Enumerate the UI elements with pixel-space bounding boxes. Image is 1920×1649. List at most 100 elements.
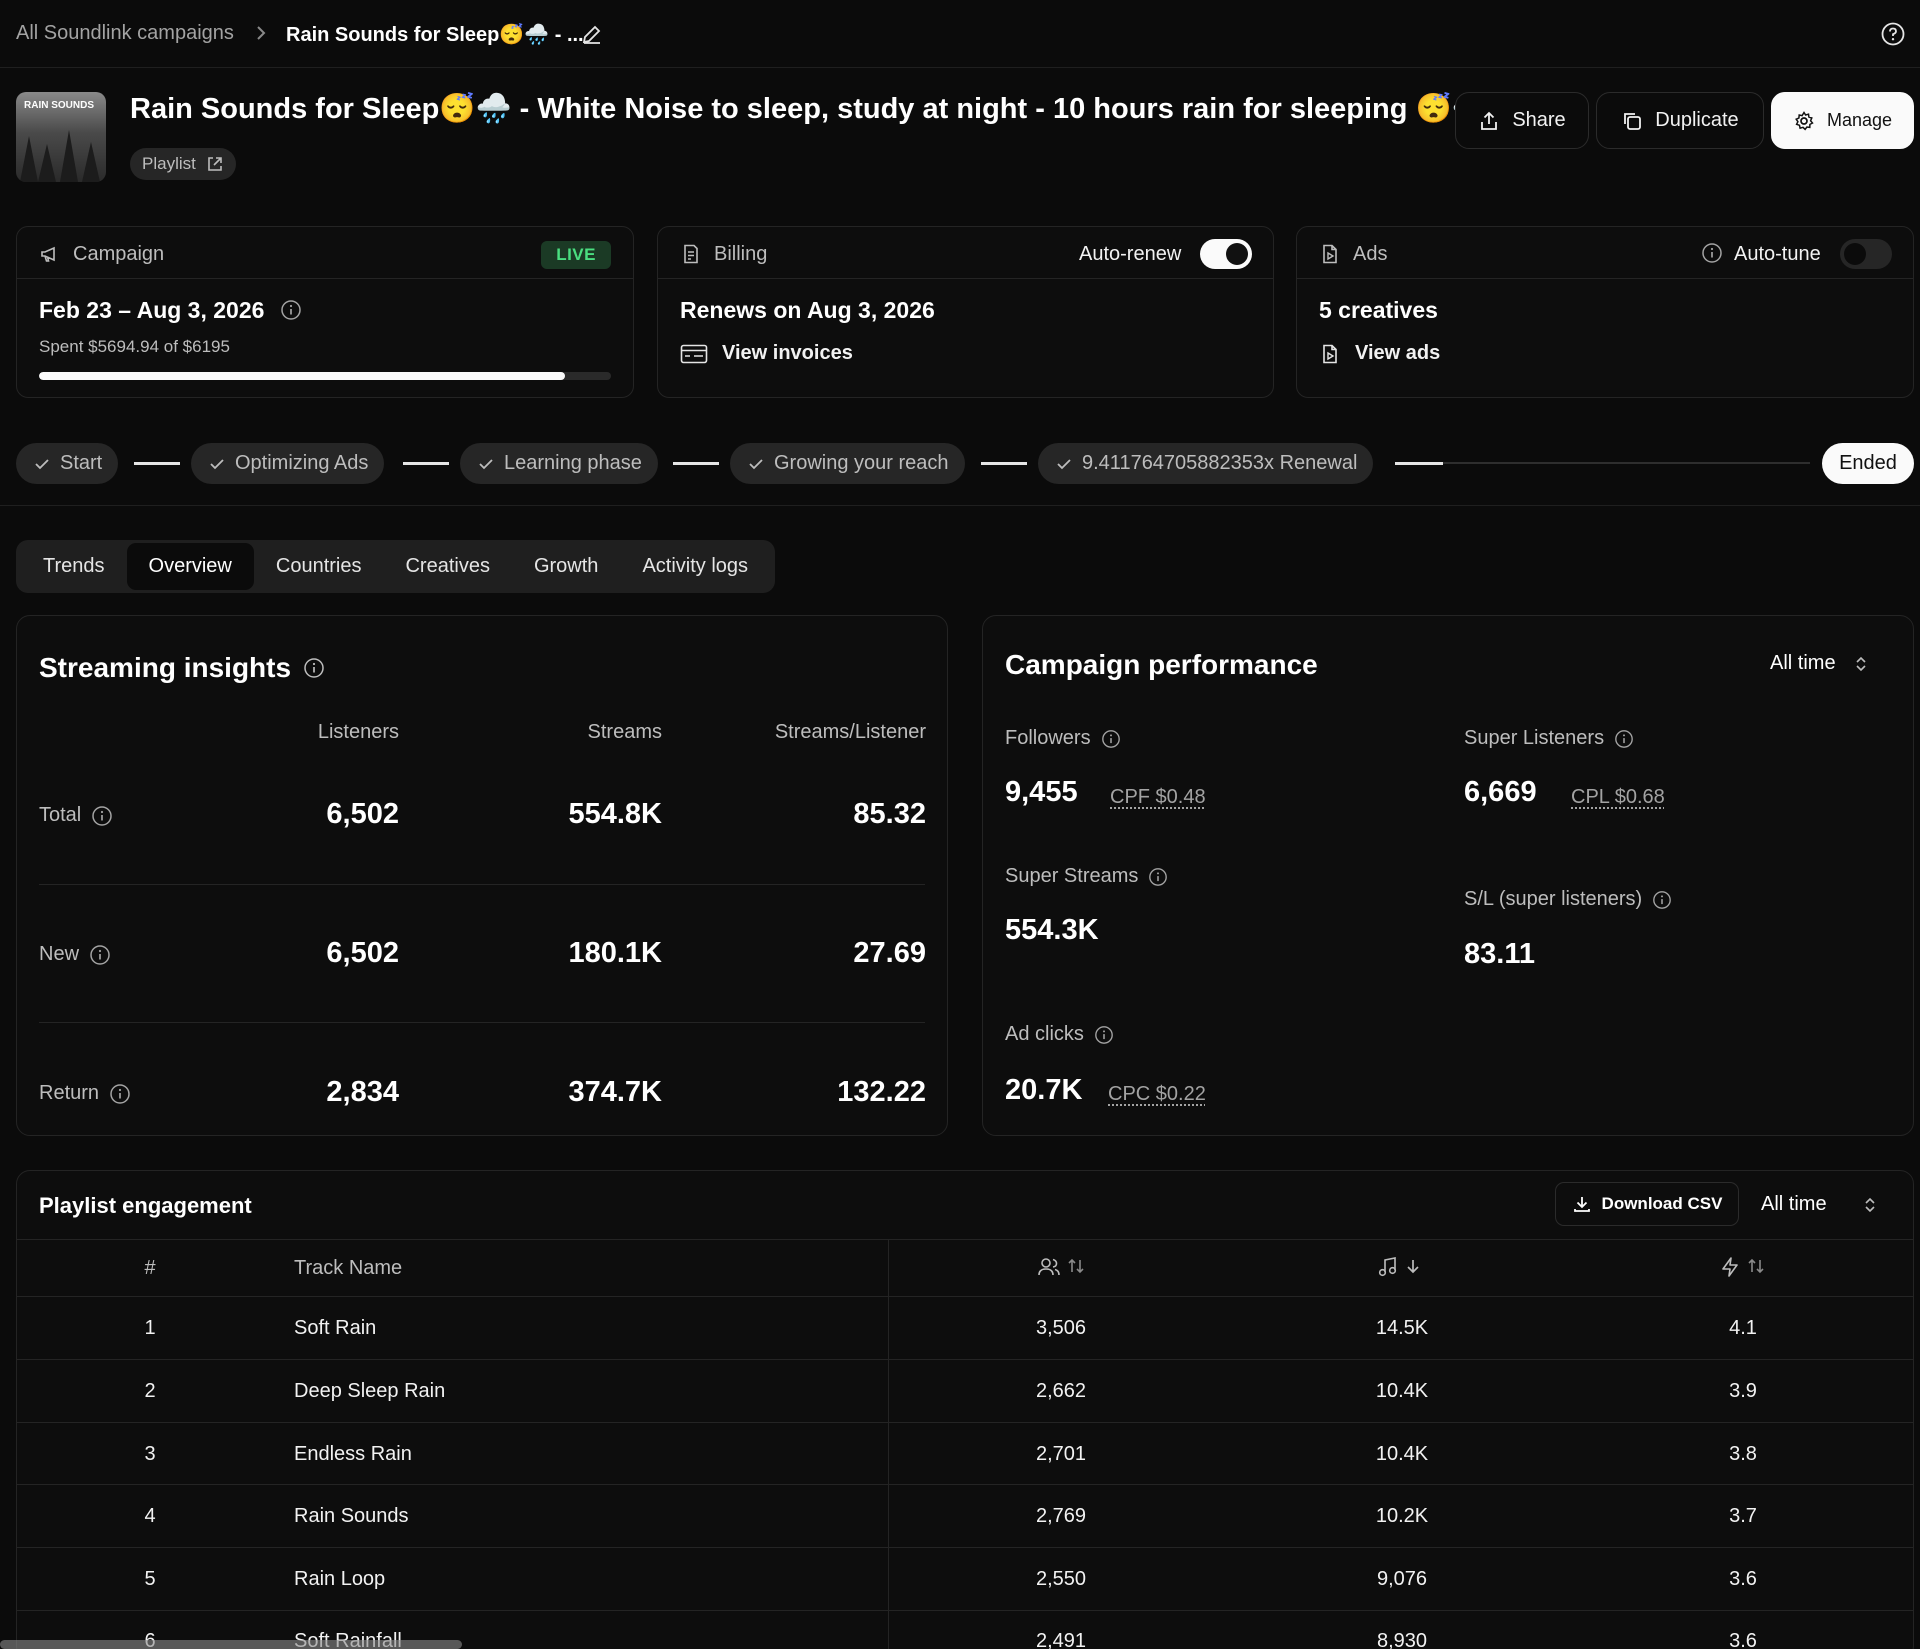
track-listeners: 2,550	[1035, 1568, 1087, 1590]
spend-progress-bar	[39, 372, 611, 380]
track-name: Soft Rain	[294, 1317, 377, 1339]
breadcrumb-parent[interactable]: All Soundlink campaigns	[16, 22, 234, 44]
view-ads-link[interactable]: View ads	[1319, 342, 1440, 365]
share-icon	[1478, 110, 1500, 132]
tab-countries[interactable]: Countries	[275, 555, 362, 577]
timeline-step-renewal: 9.411764705882353x Renewal	[1038, 443, 1374, 484]
track-number: 2	[144, 1380, 156, 1402]
timeline-step-label: Start	[60, 452, 103, 474]
track-number: 3	[144, 1443, 156, 1465]
row-label-new: New	[39, 943, 111, 966]
info-icon[interactable]	[91, 805, 113, 827]
receipt-icon	[680, 243, 702, 265]
track-ratio: 3.9	[1729, 1380, 1757, 1402]
timeline-step-optimizing: Optimizing Ads	[191, 443, 385, 484]
view-invoices-label: View invoices	[722, 342, 853, 364]
row-label-return: Return	[39, 1082, 131, 1105]
tab-growth[interactable]: Growth	[533, 555, 599, 577]
info-icon[interactable]	[1701, 242, 1723, 264]
download-csv-button[interactable]: Download CSV	[1555, 1182, 1739, 1226]
timeline-connector	[673, 462, 719, 465]
info-icon[interactable]	[1148, 867, 1168, 887]
share-button[interactable]: Share	[1455, 92, 1589, 149]
external-link-icon	[206, 155, 224, 173]
playlist-engagement-title: Playlist engagement	[39, 1193, 252, 1218]
row-label-total: Total	[39, 804, 113, 827]
track-ratio: 3.7	[1729, 1505, 1757, 1527]
chevron-right-icon	[254, 24, 268, 42]
track-ratio: 3.6	[1729, 1568, 1757, 1590]
check-icon	[478, 457, 494, 471]
column-header-track[interactable]: Track Name	[294, 1257, 403, 1279]
track-listeners: 3,506	[1035, 1317, 1087, 1339]
duplicate-button[interactable]: Duplicate	[1596, 92, 1764, 149]
info-icon[interactable]	[1652, 890, 1672, 910]
time-range-select[interactable]: All time	[1770, 652, 1868, 675]
track-listeners: 2,769	[1035, 1505, 1087, 1527]
manage-button[interactable]: Manage	[1771, 92, 1914, 149]
total-streams: 554.8K	[568, 798, 662, 830]
table-header-divider	[17, 1239, 1913, 1240]
track-number: 4	[144, 1505, 156, 1527]
super-streams-label-text: Super Streams	[1005, 865, 1139, 887]
sort-icon	[1067, 1256, 1085, 1278]
info-icon[interactable]	[1614, 729, 1634, 749]
engagement-range-select[interactable]: All time	[1761, 1193, 1877, 1216]
tab-overview[interactable]: Overview	[126, 543, 254, 590]
playlist-badge[interactable]: Playlist	[130, 148, 236, 180]
column-header-number: #	[144, 1257, 156, 1279]
return-ratio: 132.22	[837, 1076, 926, 1108]
horizontal-scrollbar[interactable]	[0, 1640, 462, 1649]
column-header-listeners[interactable]	[1037, 1256, 1085, 1278]
billing-card: Billing Auto-renew Renews on Aug 3, 2026…	[657, 226, 1274, 398]
row-divider	[17, 1484, 1913, 1485]
track-number: 5	[144, 1568, 156, 1590]
info-icon[interactable]	[89, 944, 111, 966]
users-icon	[1037, 1256, 1061, 1278]
info-icon[interactable]	[109, 1083, 131, 1105]
auto-tune-toggle[interactable]	[1840, 239, 1892, 269]
manage-label: Manage	[1826, 110, 1893, 130]
row-divider	[17, 1610, 1913, 1611]
help-icon[interactable]	[1880, 21, 1906, 47]
column-header-ratio[interactable]	[1719, 1256, 1765, 1278]
ad-clicks-value: 20.7K	[1005, 1074, 1083, 1106]
file-video-icon	[1319, 343, 1341, 365]
auto-renew-toggle[interactable]	[1200, 239, 1252, 269]
tab-activity-logs[interactable]: Activity logs	[642, 555, 749, 577]
sl-ratio-label: S/L (super listeners)	[1464, 888, 1672, 911]
view-invoices-link[interactable]: View invoices	[680, 342, 853, 365]
timeline-step-label: Learning phase	[504, 452, 642, 474]
spent-text: Spent $5694.94 of $6195	[39, 337, 230, 356]
streaming-insights-heading: Streaming insights	[39, 652, 292, 683]
track-streams: 10.4K	[1375, 1380, 1429, 1402]
track-streams: 8,930	[1376, 1630, 1428, 1649]
campaign-performance-panel: Campaign performance All time Followers …	[982, 615, 1914, 1136]
sort-desc-icon	[1405, 1256, 1421, 1278]
ad-clicks-label: Ad clicks	[1005, 1023, 1114, 1046]
info-icon[interactable]	[1094, 1025, 1114, 1045]
timeline-step-label: Optimizing Ads	[235, 452, 369, 474]
tab-trends[interactable]: Trends	[43, 555, 105, 577]
breadcrumb-current: Rain Sounds for Sleep😴🌧️ - ...	[286, 24, 584, 46]
column-header-streams[interactable]	[1377, 1256, 1421, 1278]
playlist-thumbnail: RAIN SOUNDS	[16, 92, 106, 182]
campaign-date-range: Feb 23 – Aug 3, 2026	[39, 297, 265, 323]
row-label-text: Total	[39, 804, 82, 826]
playlist-engagement-panel: Playlist engagement Download CSV All tim…	[16, 1170, 1914, 1649]
edit-icon[interactable]	[580, 24, 602, 46]
info-icon[interactable]	[303, 657, 325, 679]
info-icon[interactable]	[280, 299, 302, 321]
track-name: Rain Loop	[294, 1568, 386, 1590]
track-listeners: 2,491	[1035, 1630, 1087, 1649]
copy-icon	[1621, 110, 1643, 132]
ads-card: Ads Auto-tune 5 creatives View ads	[1296, 226, 1914, 398]
track-name: Endless Rain	[294, 1443, 412, 1465]
followers-label-text: Followers	[1005, 727, 1091, 749]
page-title: Rain Sounds for Sleep😴🌧️ - White Noise t…	[130, 93, 1488, 125]
timeline-connector	[981, 462, 1027, 465]
tab-bar: Trends Overview Countries Creatives Grow…	[16, 540, 776, 593]
info-icon[interactable]	[1101, 729, 1121, 749]
tab-creatives[interactable]: Creatives	[405, 555, 490, 577]
check-icon	[209, 457, 225, 471]
